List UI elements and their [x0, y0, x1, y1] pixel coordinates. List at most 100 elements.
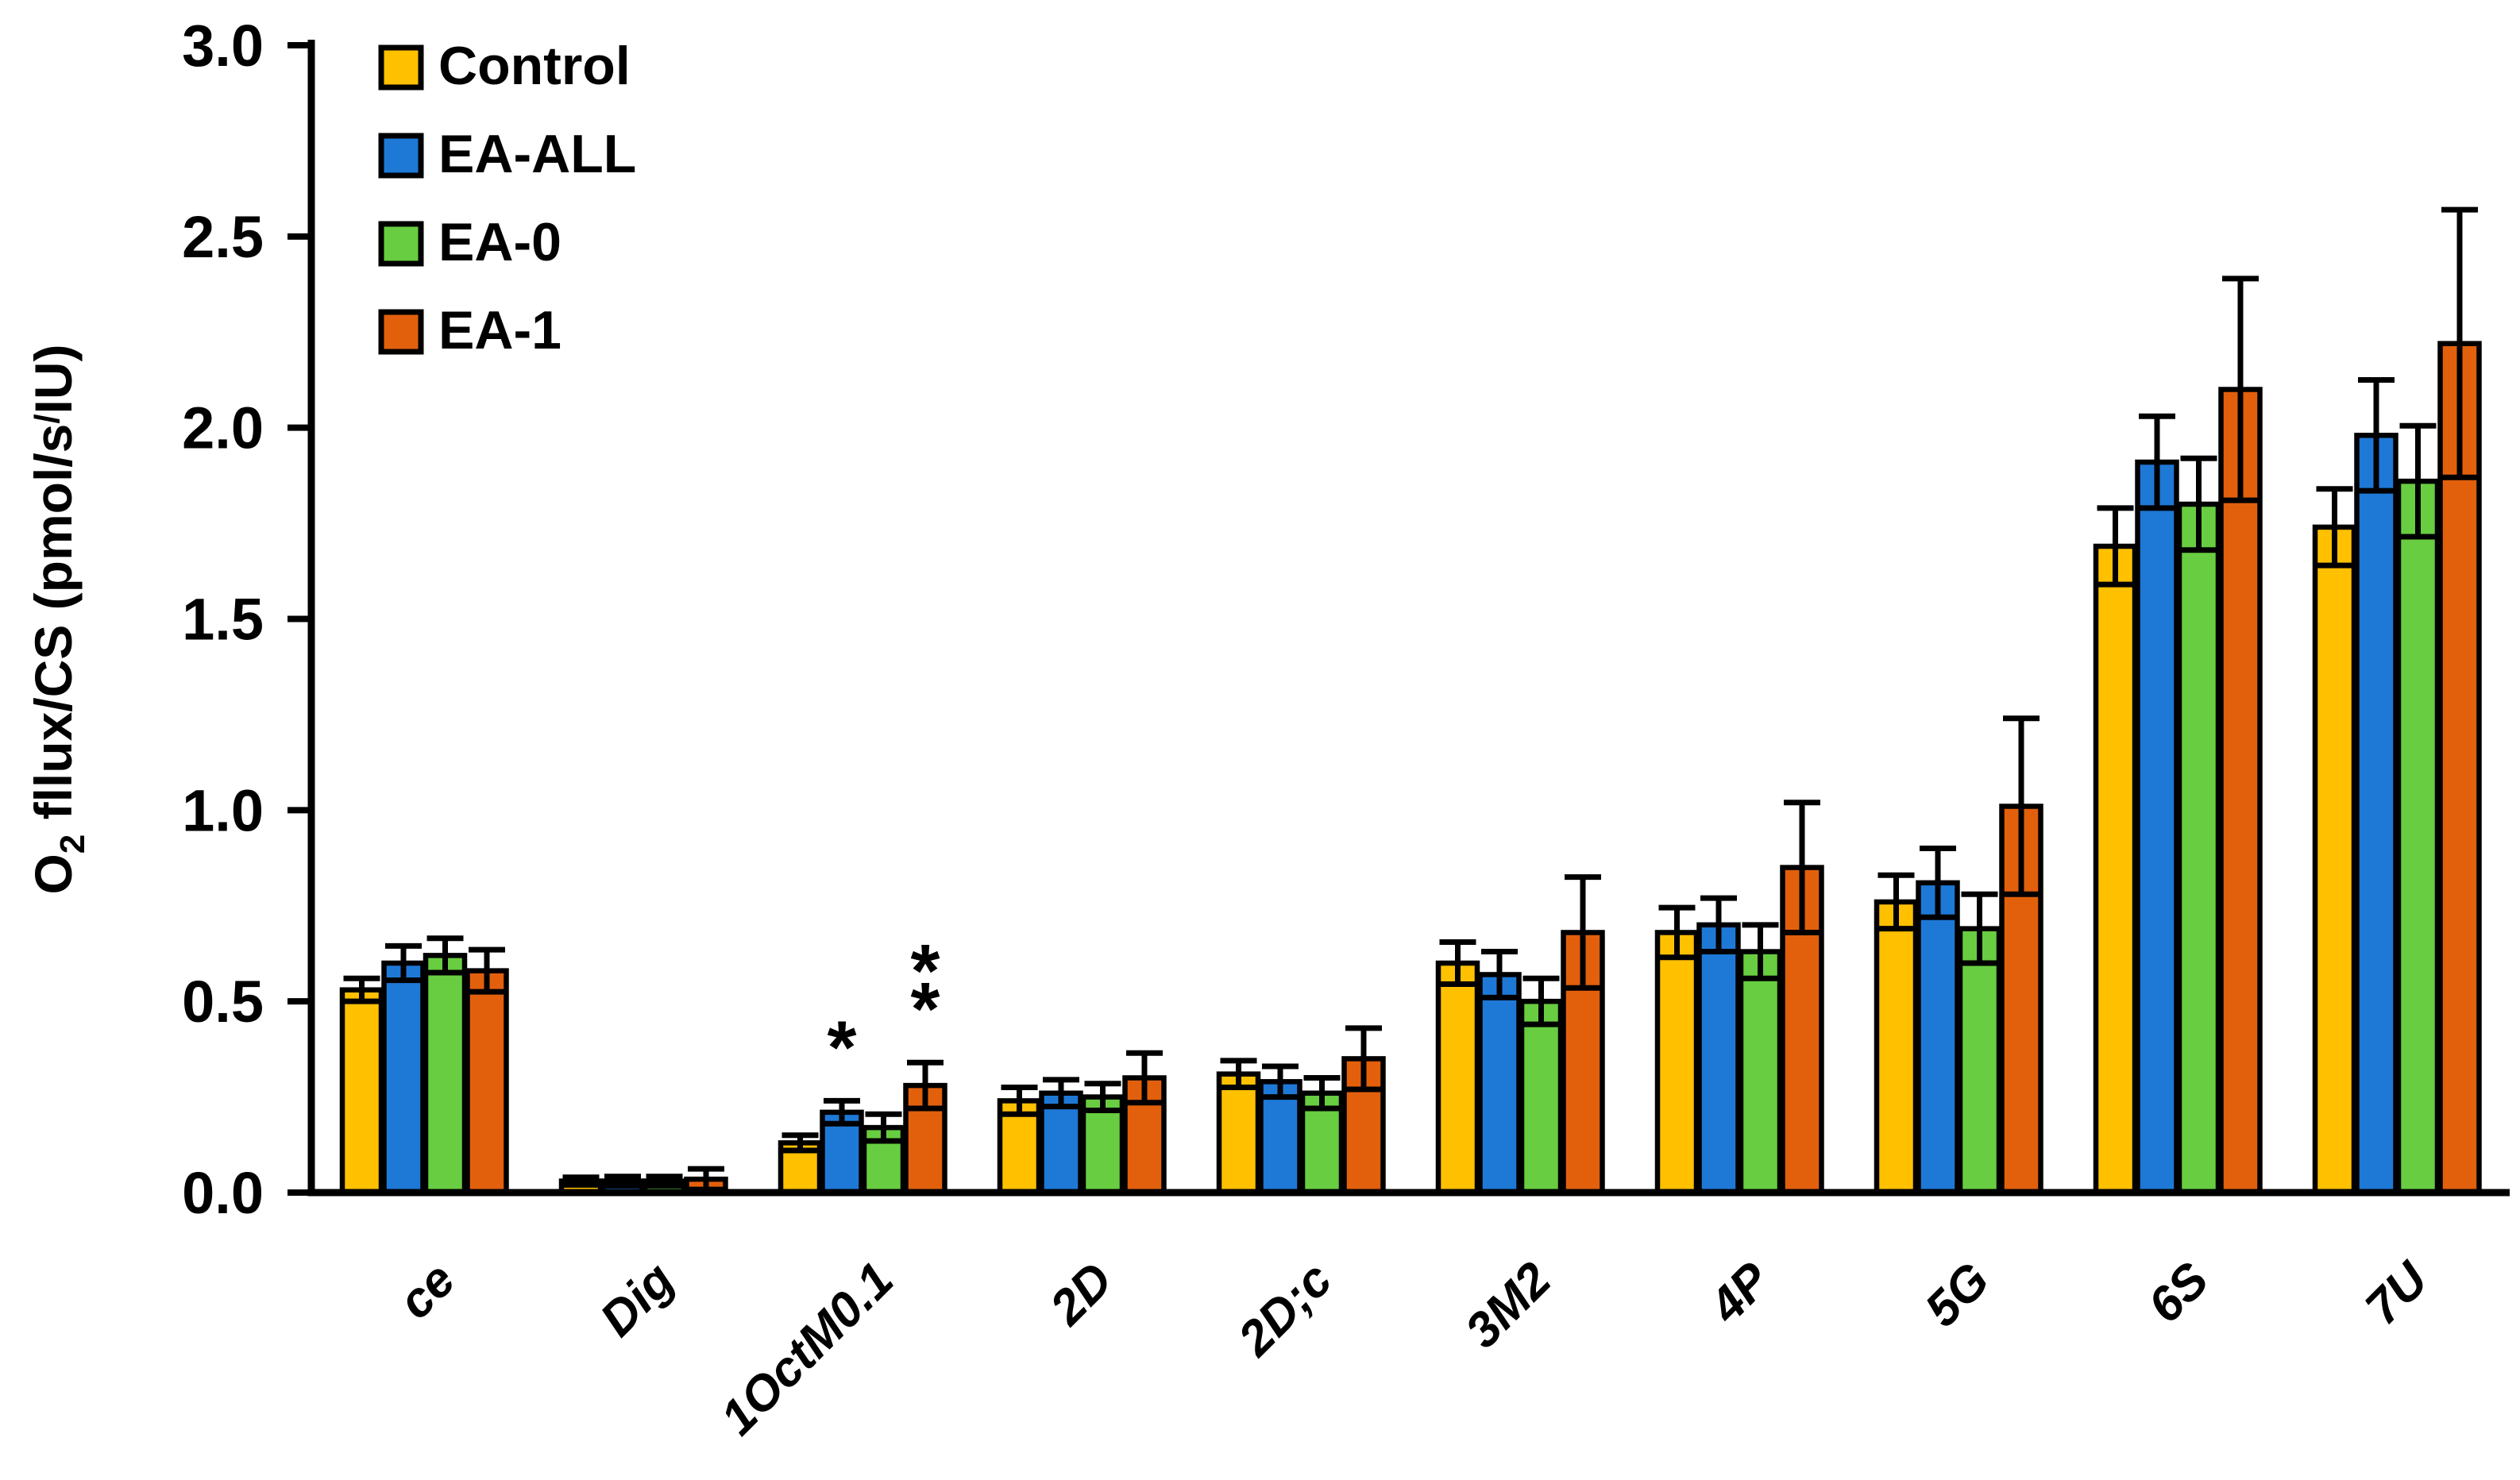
error-bar-2d-c-ea-all — [1262, 1063, 1299, 1100]
significance-asterisk-1octm0-1-ea-1: * — [911, 967, 940, 1051]
y-tick-label: 2.5 — [182, 204, 264, 270]
annotations-layer: * ** — [828, 929, 940, 1089]
bar-4p-ea-0 — [1738, 949, 1783, 1196]
error-bar-7u-ea-0 — [2399, 422, 2437, 540]
bar-2d-c-control — [1216, 1071, 1261, 1196]
error-bar-3m2-ea-all — [1481, 949, 1518, 1000]
y-tick-label: 0.5 — [182, 969, 264, 1035]
bar-2d-ea-1 — [1122, 1075, 1167, 1196]
error-bar-2d-ea-0 — [1084, 1081, 1121, 1113]
error-bar-5g-control — [1877, 872, 1915, 932]
bar-3m2-ea-all — [1477, 972, 1522, 1196]
y-tick-label: 1.5 — [182, 587, 264, 653]
error-bar-6s-ea-all — [2139, 413, 2175, 511]
bar-3m2-ea-0 — [1519, 998, 1564, 1196]
error-bar-2d-c-ea-0 — [1303, 1075, 1341, 1112]
legend-label-ea-all: EA-ALL — [438, 124, 636, 184]
legend-swatch-ea-all — [378, 133, 424, 179]
error-bar-7u-ea-1 — [2441, 206, 2478, 480]
bar-5g-ea-all — [1916, 880, 1960, 1196]
x-axis-label-ce: ce — [388, 1252, 466, 1330]
x-axis-labels: ce Dig 1OctM0.1 2D 2D;c 3M2 4P 5G 6S 7U — [388, 1251, 2440, 1446]
x-axis-label-2d: 2D — [1040, 1252, 1124, 1336]
significance-asterisk-1octm0-1-ea-1: * — [911, 929, 940, 1013]
x-axis-label-7u: 7U — [2355, 1251, 2439, 1335]
error-bar-2d-c-ea-1 — [1345, 1025, 1382, 1093]
legend-swatch-ea-0 — [378, 221, 424, 267]
bar-group-2d — [997, 1050, 1167, 1196]
bar-3m2-control — [1435, 960, 1480, 1196]
x-axis-label-5g: 5G — [1915, 1252, 2000, 1337]
bars-layer — [339, 206, 2482, 1196]
y-tick-label: 1.0 — [182, 777, 264, 843]
error-bar-dig-control — [562, 1174, 600, 1188]
error-bar-5g-ea-all — [1920, 846, 1956, 920]
error-bar-5g-ea-1 — [2003, 715, 2040, 897]
legend-item-control: Control — [378, 36, 631, 96]
bar-5g-ea-0 — [1957, 926, 2002, 1196]
bar-ce-ea-all — [381, 960, 426, 1196]
error-bar-2d-ea-1 — [1126, 1050, 1163, 1106]
error-bar-2d-c-control — [1220, 1058, 1257, 1091]
bar-6s-ea-1 — [2218, 387, 2263, 1196]
error-bar-ce-ea-1 — [469, 946, 505, 995]
bar-group-1octm0-1 — [778, 1059, 947, 1196]
error-bar-3m2-ea-1 — [1565, 874, 1601, 991]
error-bar-ce-control — [343, 975, 380, 1004]
error-bar-4p-ea-all — [1700, 895, 1737, 955]
y-axis-title: O2 fllux/CS (pmol/s/IU) — [24, 344, 92, 894]
error-bar-7u-control — [2316, 486, 2353, 568]
y-axis-ticks: 0.0 0.5 1.0 1.5 2.0 2.5 3.0 — [182, 13, 311, 1226]
error-bar-3m2-ea-0 — [1522, 975, 1560, 1027]
bar-group-7u — [2312, 206, 2482, 1196]
x-axis-label-6s: 6S — [2138, 1252, 2219, 1333]
bar-group-2d-c — [1216, 1025, 1386, 1196]
y-tick-label: 2.0 — [182, 395, 264, 461]
legend-label-control: Control — [438, 36, 631, 96]
error-bar-2d-control — [1001, 1085, 1038, 1117]
legend-item-ea-0: EA-0 — [378, 212, 562, 272]
error-bar-2d-ea-all — [1043, 1077, 1079, 1110]
legend-swatch-control — [378, 44, 424, 91]
bar-ce-control — [339, 987, 384, 1196]
bar-group-3m2 — [1435, 874, 1605, 1196]
x-axis-label-3m2: 3M2 — [1455, 1252, 1561, 1359]
error-bar-dig-ea-all — [604, 1174, 641, 1189]
significance-asterisk-1octm0-1-ea-all: * — [828, 1005, 857, 1089]
legend-label-ea-1: EA-1 — [438, 300, 562, 360]
bar-7u-control — [2312, 524, 2357, 1196]
x-axis-label-1octm0-1: 1OctM0.1 — [710, 1252, 904, 1446]
legend-item-ea-1: EA-1 — [378, 300, 562, 360]
bar-7u-ea-1 — [2437, 341, 2482, 1196]
error-bar-4p-control — [1658, 904, 1696, 961]
x-axis-label-dig: Dig — [590, 1252, 685, 1347]
bar-ce-ea-0 — [423, 953, 468, 1196]
error-bar-1octm0-1-ea-0 — [865, 1111, 902, 1144]
bar-4p-ea-all — [1696, 922, 1741, 1196]
bar-ce-ea-1 — [465, 968, 509, 1196]
bar-7u-ea-all — [2354, 433, 2398, 1196]
bar-5g-control — [1874, 899, 1919, 1196]
x-axis-label-2d-c: 2D;c — [1228, 1252, 1343, 1367]
y-tick-label: 3.0 — [182, 13, 264, 79]
bar-group-6s — [2093, 276, 2263, 1196]
error-bar-1octm0-1-ea-1 — [907, 1059, 944, 1112]
legend-label-ea-0: EA-0 — [438, 212, 562, 272]
bar-group-ce — [339, 935, 509, 1196]
legend-swatch-ea-1 — [378, 309, 424, 355]
y-tick-label: 0.0 — [182, 1160, 264, 1226]
error-bar-6s-ea-0 — [2180, 455, 2217, 553]
error-bar-4p-ea-0 — [1742, 922, 1779, 981]
error-bar-ce-ea-0 — [426, 935, 464, 976]
error-bar-1octm0-1-ea-all — [824, 1097, 860, 1127]
error-bar-dig-ea-0 — [646, 1174, 683, 1189]
error-bar-5g-ea-0 — [1961, 891, 1998, 966]
error-bar-4p-ea-1 — [1784, 800, 1820, 935]
error-bar-3m2-control — [1439, 939, 1476, 987]
bar-7u-ea-0 — [2395, 478, 2441, 1196]
bar-6s-ea-0 — [2176, 501, 2221, 1196]
legend-item-ea-all: EA-ALL — [378, 124, 636, 184]
bar-4p-control — [1654, 930, 1700, 1196]
